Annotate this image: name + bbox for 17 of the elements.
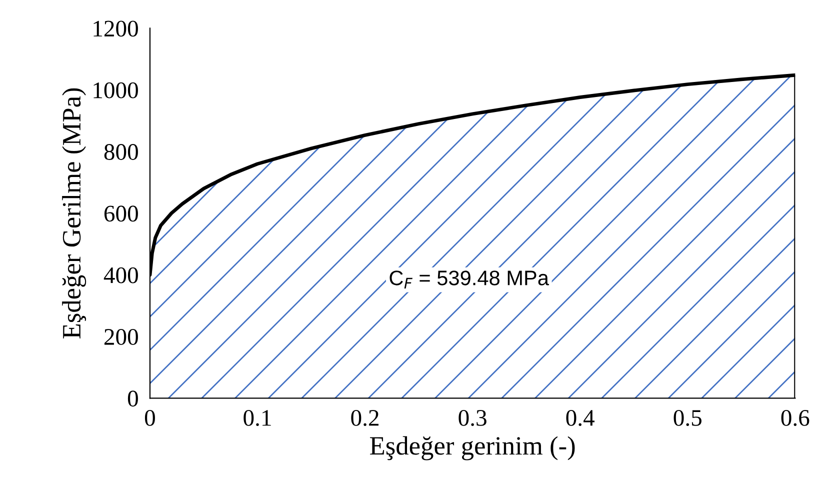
y-tick-label: 1200 [94, 20, 138, 37]
x-tick-label: 0.6 [781, 410, 810, 426]
y-tick-label: 400 [104, 267, 138, 284]
y-tick-label: 800 [104, 144, 138, 160]
x-axis-title: Eşdeğer gerinim (-) [370, 436, 575, 460]
y-tick-label: 1000 [94, 82, 138, 98]
y-tick-label: 0 [128, 390, 138, 407]
x-tick-label: 0 [144, 410, 155, 426]
annotation: C$_{F}$ = 539.48 MPa [390, 270, 549, 289]
y-tick-label: 600 [104, 206, 138, 222]
x-tick-label: 0.4 [566, 410, 594, 426]
x-tick-label: 0.2 [351, 410, 378, 426]
y-tick-label: 200 [104, 328, 138, 345]
y-axis-title: Eşdeğer Gerilme (MPa) [62, 88, 86, 338]
x-tick-label: 0.5 [674, 410, 702, 426]
x-tick-label: 0.3 [458, 410, 486, 426]
x-tick-label: 0.1 [244, 410, 271, 426]
